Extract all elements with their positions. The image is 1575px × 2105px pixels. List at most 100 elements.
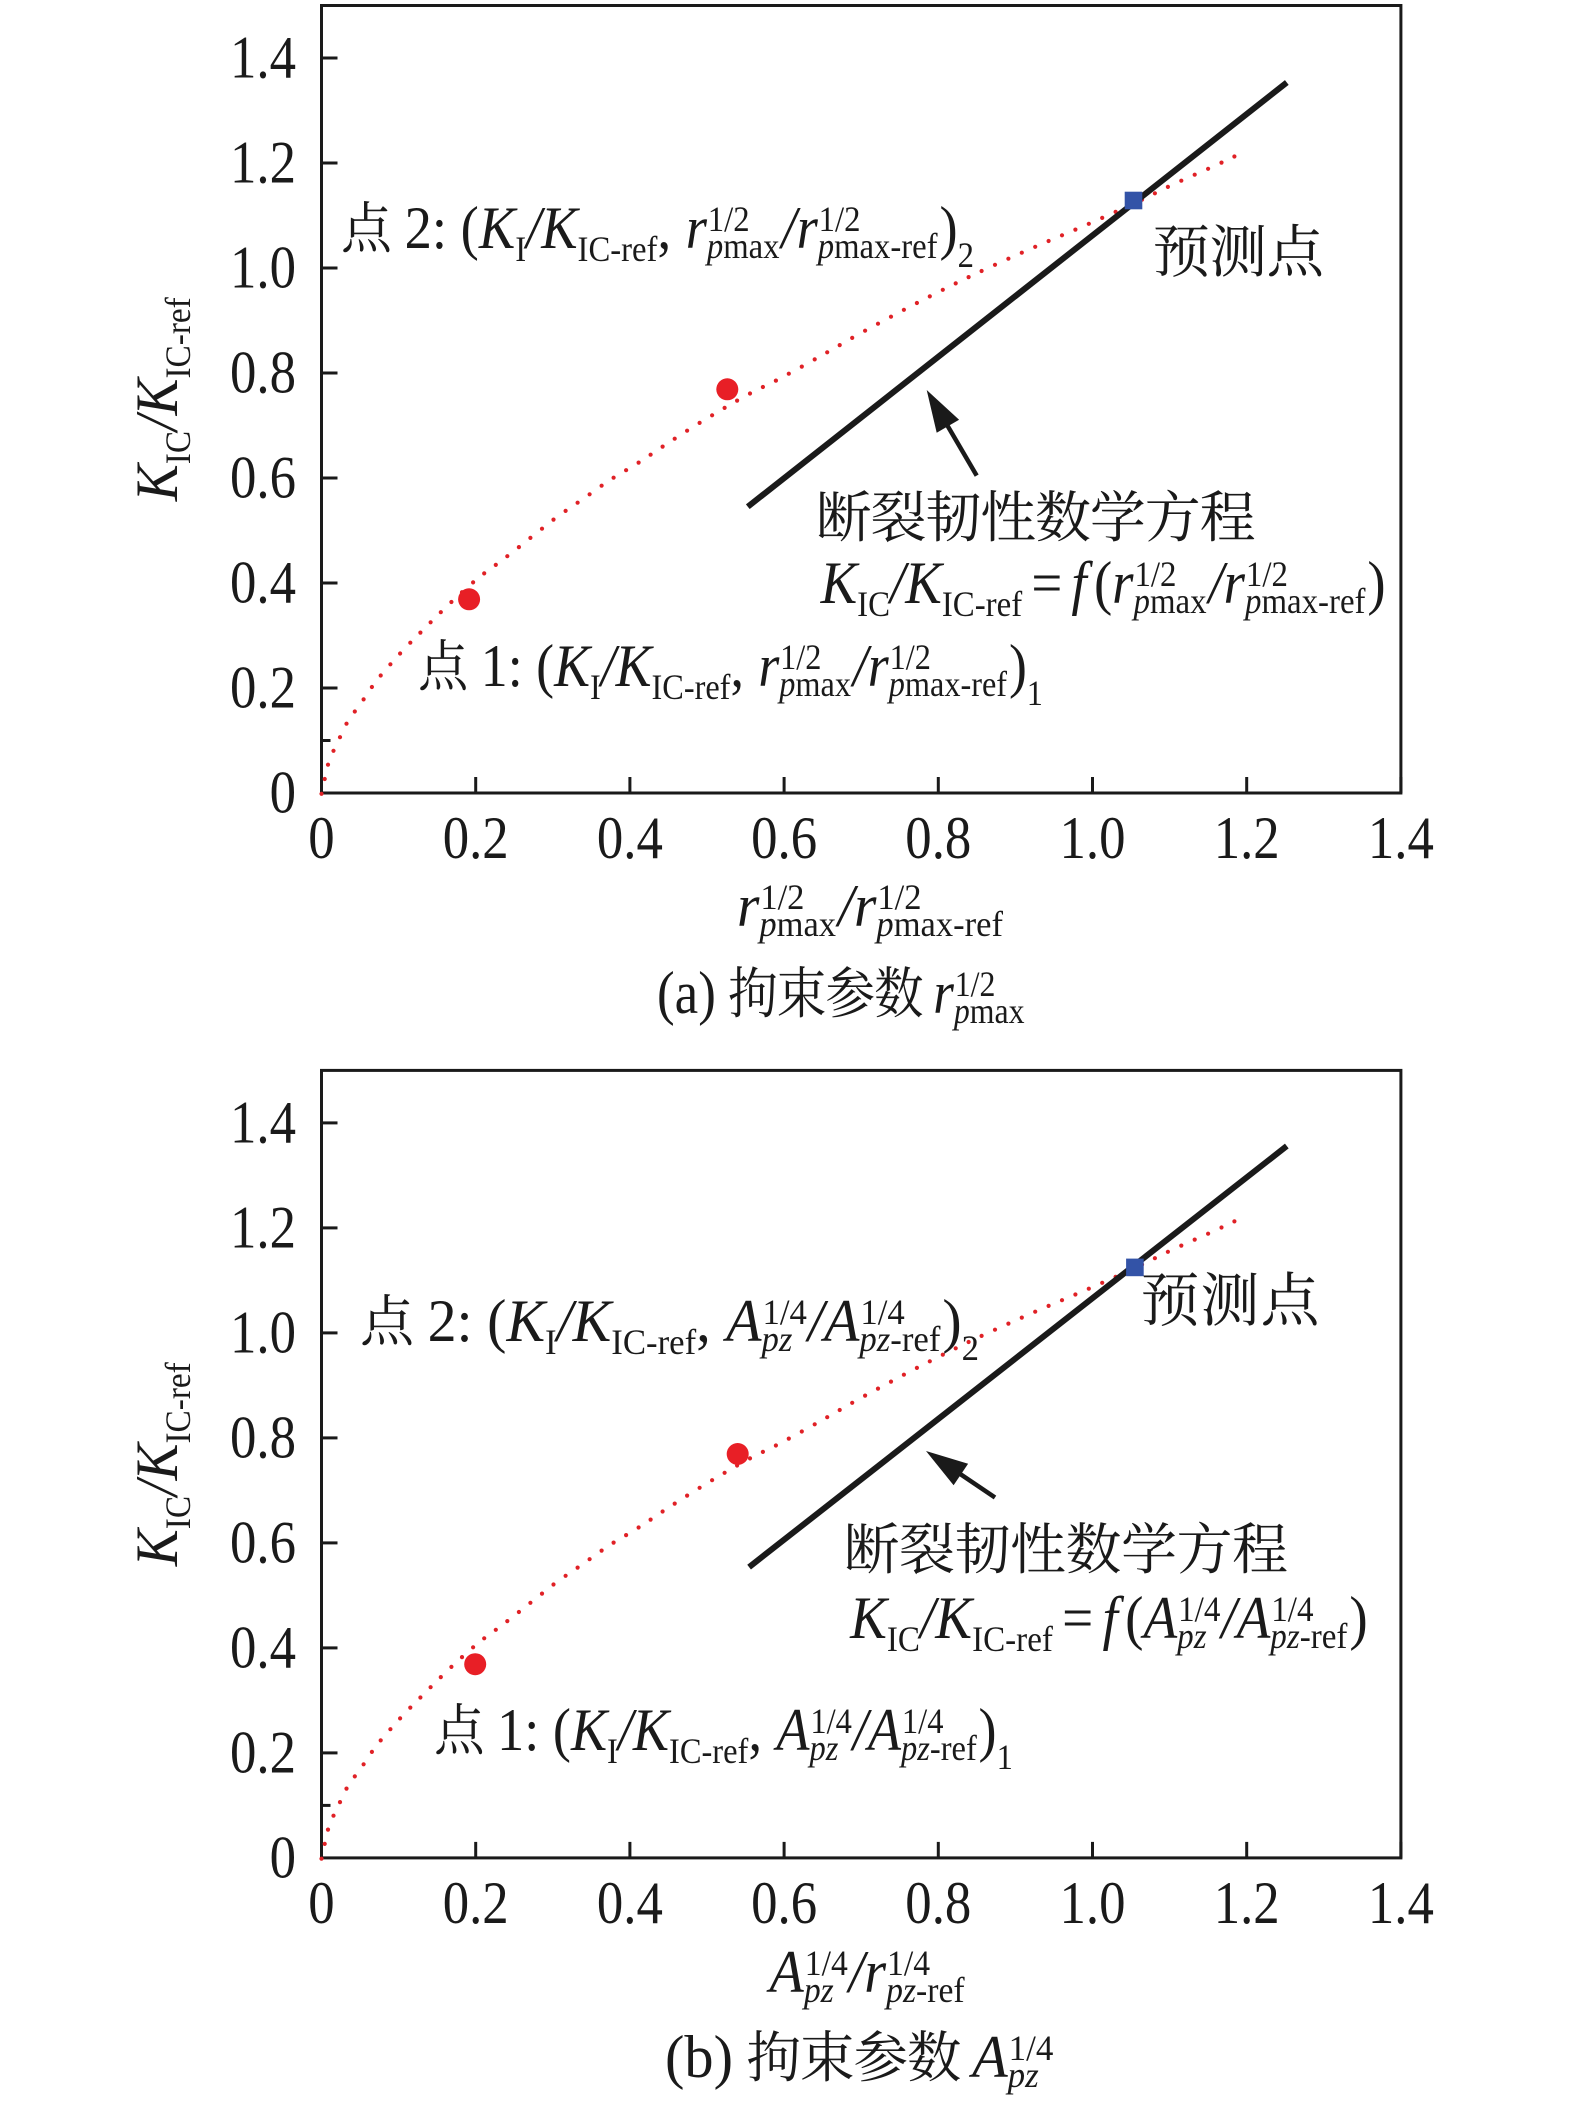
- svg-text:I: I: [545, 1321, 557, 1362]
- svg-text:1/2: 1/2: [890, 638, 931, 677]
- svg-text:K: K: [125, 461, 190, 502]
- svg-text:r: r: [933, 961, 955, 1027]
- svg-text:K: K: [125, 375, 190, 416]
- svg-text:I: I: [607, 1732, 618, 1772]
- svg-text:-ref: -ref: [916, 1970, 965, 2010]
- svg-text:pz: pz: [898, 1729, 930, 1769]
- svg-text:K: K: [934, 1586, 974, 1652]
- svg-text:p: p: [1242, 582, 1261, 622]
- svg-text:K: K: [125, 1440, 190, 1481]
- svg-text:K: K: [820, 551, 860, 617]
- svg-text:(a): (a): [657, 961, 716, 1027]
- svg-text:/: /: [805, 1287, 829, 1354]
- svg-text:IC-ref: IC-ref: [669, 1732, 749, 1772]
- svg-text:/: /: [125, 411, 190, 434]
- svg-text:1/2: 1/2: [1134, 555, 1176, 595]
- svg-text:K: K: [572, 1287, 614, 1354]
- svg-text:max: max: [777, 904, 837, 944]
- svg-text:/: /: [523, 196, 546, 262]
- svg-text:/: /: [779, 196, 802, 262]
- svg-text:/: /: [846, 1938, 869, 2005]
- svg-text:IC: IC: [159, 1496, 198, 1529]
- svg-text:0.6: 0.6: [230, 445, 296, 511]
- svg-text:0: 0: [270, 1825, 296, 1891]
- svg-text:max: max: [723, 227, 779, 267]
- svg-text:K: K: [478, 196, 518, 262]
- svg-text:1/2: 1/2: [1246, 555, 1288, 595]
- svg-text:pz: pz: [1267, 1617, 1299, 1657]
- svg-text:r: r: [1112, 551, 1134, 617]
- svg-text:(: (: [1125, 1586, 1143, 1652]
- svg-text:-ref: -ref: [1300, 1617, 1348, 1657]
- svg-text:pz: pz: [807, 1729, 839, 1769]
- svg-text:,: ,: [731, 633, 744, 699]
- svg-text:(b): (b): [665, 2023, 733, 2090]
- svg-text:1/2: 1/2: [708, 200, 750, 240]
- svg-text:1/2: 1/2: [955, 965, 996, 1004]
- svg-text:0.2: 0.2: [230, 655, 296, 721]
- svg-text:0.4: 0.4: [230, 550, 296, 616]
- svg-text:p: p: [1131, 582, 1150, 622]
- svg-text:): ): [1009, 633, 1027, 699]
- svg-text:1/4: 1/4: [810, 1702, 852, 1742]
- svg-text:-ref: -ref: [890, 1318, 940, 1359]
- svg-text:1.0: 1.0: [1060, 806, 1126, 872]
- svg-text:I: I: [590, 668, 601, 707]
- svg-text:A: A: [773, 1698, 811, 1764]
- svg-text:r: r: [737, 873, 761, 939]
- svg-text:0.2: 0.2: [443, 806, 509, 872]
- svg-text:I: I: [515, 230, 526, 270]
- svg-text:1/2: 1/2: [877, 877, 921, 917]
- svg-text:IC: IC: [857, 585, 890, 625]
- svg-text:): ): [942, 1287, 961, 1354]
- svg-text:K: K: [125, 1526, 190, 1567]
- svg-text:2: (: 2: (: [428, 1287, 507, 1354]
- svg-text:K: K: [849, 1586, 889, 1652]
- svg-text:1.2: 1.2: [1214, 1871, 1280, 1937]
- svg-text:1: (: 1: (: [481, 633, 554, 699]
- svg-text:1.2: 1.2: [230, 1195, 296, 1261]
- svg-text:1/2: 1/2: [780, 638, 821, 677]
- svg-text:/: /: [1218, 1586, 1241, 1652]
- svg-text:1/4: 1/4: [1271, 1590, 1313, 1630]
- svg-text:): ): [1367, 551, 1385, 617]
- svg-text:p: p: [952, 992, 970, 1031]
- svg-text:0.2: 0.2: [230, 1720, 296, 1786]
- svg-text:p: p: [777, 665, 795, 704]
- svg-text:(: (: [1094, 551, 1112, 617]
- svg-text:1/2: 1/2: [819, 200, 861, 240]
- svg-text:r: r: [854, 873, 878, 939]
- svg-text:,: ,: [658, 196, 672, 262]
- svg-text:pz: pz: [1005, 2055, 1039, 2096]
- svg-text:max-ref: max-ref: [894, 904, 1004, 944]
- svg-text:A: A: [864, 1698, 902, 1764]
- svg-text:/: /: [887, 551, 910, 617]
- svg-text:max: max: [1150, 582, 1207, 622]
- svg-text:/: /: [1206, 551, 1229, 617]
- svg-text:0.8: 0.8: [230, 1405, 296, 1471]
- svg-text:0.6: 0.6: [751, 806, 817, 872]
- svg-text:IC: IC: [159, 431, 198, 464]
- svg-text:1: 1: [1027, 674, 1043, 713]
- svg-text:=: =: [1062, 1586, 1093, 1652]
- svg-text:0.2: 0.2: [443, 1871, 509, 1937]
- svg-text:IC-ref: IC-ref: [159, 297, 198, 379]
- svg-text:K: K: [570, 1698, 610, 1764]
- svg-text:K: K: [615, 633, 655, 699]
- svg-text:K: K: [540, 196, 580, 262]
- svg-text:IC-ref: IC-ref: [942, 585, 1023, 625]
- svg-text:0.6: 0.6: [230, 1510, 296, 1576]
- svg-text:/: /: [125, 1476, 190, 1499]
- svg-text:1.4: 1.4: [1368, 1871, 1434, 1937]
- svg-text:,: ,: [748, 1698, 762, 1764]
- svg-text:/: /: [554, 1287, 578, 1354]
- svg-text:1.0: 1.0: [230, 235, 296, 301]
- svg-text:1.4: 1.4: [230, 25, 296, 91]
- svg-text:pz: pz: [883, 1970, 916, 2010]
- svg-text:max-ref: max-ref: [1261, 582, 1366, 622]
- svg-text:IC: IC: [887, 1620, 920, 1660]
- svg-text:/: /: [598, 633, 621, 699]
- svg-text:0: 0: [270, 760, 296, 826]
- svg-text:1/4: 1/4: [887, 1943, 930, 1983]
- svg-text:1/4: 1/4: [1009, 2028, 1054, 2069]
